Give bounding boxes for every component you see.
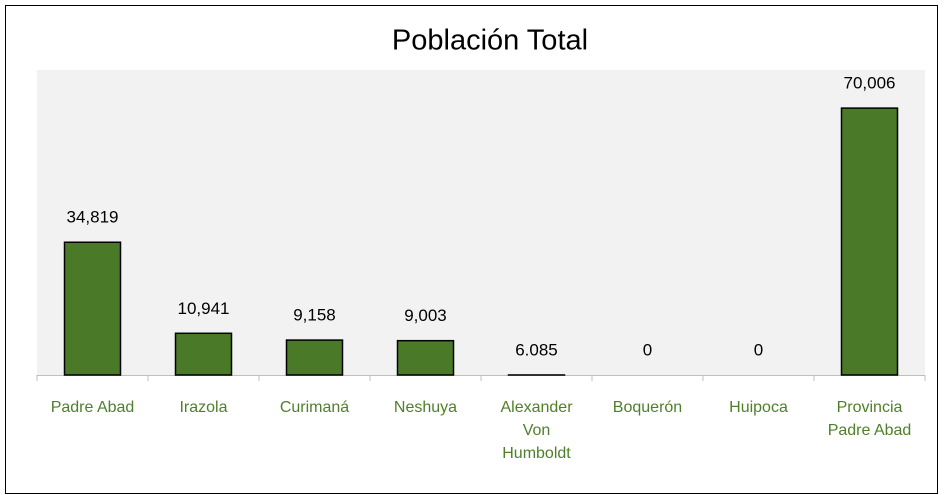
x-tick-label: Curimaná <box>279 399 350 416</box>
bar <box>840 107 899 376</box>
value-label: 70,006 <box>844 74 896 93</box>
x-tick-label: Neshuya <box>393 399 458 416</box>
value-label: 34,819 <box>67 208 119 227</box>
bar <box>174 332 233 376</box>
value-label: 6.085 <box>515 340 558 359</box>
x-tick-label: Irazola <box>179 399 228 416</box>
x-tick-label: Alexander Von Humboldt <box>500 399 573 462</box>
x-tick-label: Boquerón <box>612 399 683 416</box>
bar <box>285 339 344 376</box>
x-tick-label: Padre Abad <box>50 399 135 416</box>
value-label: 0 <box>754 340 763 359</box>
value-label: 9,003 <box>404 306 447 325</box>
value-label: 9,158 <box>293 306 336 325</box>
plot-area <box>37 70 925 375</box>
x-tick-label: Provincia Padre Abad <box>827 399 912 439</box>
chart-title: Población Total <box>392 25 588 57</box>
bar <box>63 241 122 376</box>
bar <box>396 339 455 376</box>
x-tick-label: Huipoca <box>729 399 788 416</box>
value-label: 0 <box>643 340 652 359</box>
value-label: 10,941 <box>178 299 230 318</box>
